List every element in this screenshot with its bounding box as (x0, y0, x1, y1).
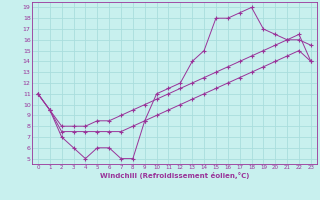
X-axis label: Windchill (Refroidissement éolien,°C): Windchill (Refroidissement éolien,°C) (100, 172, 249, 179)
